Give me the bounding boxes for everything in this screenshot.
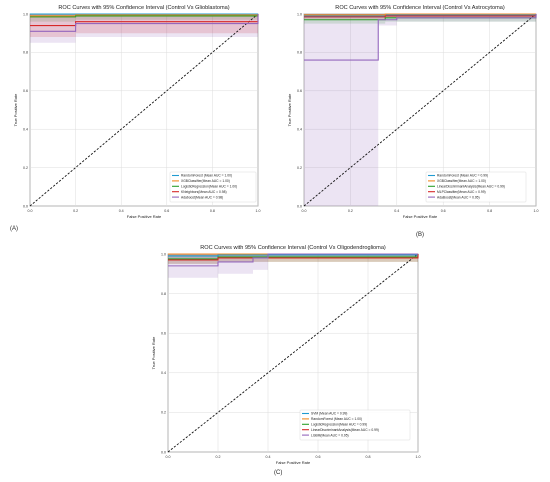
x-axis-label: False Positive Rate <box>276 460 311 465</box>
legend-label-series-2: LinearDiscriminantAnalysis(Mean AUC = 0.… <box>437 185 505 189</box>
roc-chart-oligodendroglioma: 0.0 0.2 0.4 0.6 0.8 1.0 0.0 0.2 0.4 0.6 0.8 1.0 ROC … <box>140 238 426 466</box>
roc-line-series-4 <box>30 14 259 32</box>
roc-line-series-4 <box>168 253 418 267</box>
y-tick-label: 0.2 <box>161 411 166 415</box>
y-axis-label: True Positive Rate <box>13 93 18 127</box>
chart-title: ROC Curves with 95% Confidence Interval … <box>58 5 229 11</box>
roc-chart-glioblastoma: 0.0 0.2 0.4 0.6 0.8 1.0 0.0 0.2 0.4 0.6 0.8 1.0 ROC … <box>4 0 266 226</box>
x-tick-label: 0.0 <box>302 209 307 213</box>
x-axis-label: False Positive Rate <box>127 214 162 219</box>
legend-label-series-2: LogisticRegression(Mean AUC = 1.00) <box>181 185 237 189</box>
legend-box <box>169 171 257 203</box>
y-tick-label: 1.0 <box>23 12 28 16</box>
ci-band-series-4 <box>168 254 418 278</box>
x-tick-label: 1.0 <box>256 209 261 213</box>
legend: RandomForest (Mean AUC = 1.00)XGBClassif… <box>169 171 257 203</box>
diagonal-reference-line <box>29 13 259 207</box>
x-tick-label: 0.4 <box>119 209 124 213</box>
x-tick-label: 0.8 <box>487 209 492 213</box>
legend-label-series-3: MLPClassifier(Mean AUC = 0.99) <box>437 190 486 194</box>
legend-label-series-2: LogisticRegression(Mean AUC = 0.99) <box>311 423 367 427</box>
roc-chart-astrocytoma: 0.0 0.2 0.4 0.6 0.8 1.0 0.0 0.2 0.4 0.6 0.8 1.0 ROC … <box>282 0 544 226</box>
legend-label-series-1: XGBClassifier(Mean AUC = 1.00) <box>181 179 230 183</box>
ci-band-series-3 <box>30 14 258 38</box>
roc-chart-oligodendroglioma-svg: 0.0 0.2 0.4 0.6 0.8 1.0 0.0 0.2 0.4 0.6 0.8 1.0 ROC … <box>151 245 421 465</box>
x-tick-label: 1.0 <box>416 455 421 459</box>
x-tick-label: 1.0 <box>534 209 539 213</box>
legend-label-series-4: LGBM(Mean AUC = 0.95) <box>311 433 349 437</box>
x-tick-label: 0.6 <box>441 209 446 213</box>
legend-label-series-4: Adaboost(Mean AUC = 0.98) <box>181 195 223 199</box>
y-tick-label: 0.6 <box>297 89 302 93</box>
x-tick-label: 0.6 <box>316 455 321 459</box>
legend: SVM (Mean AUC = 0.99)RandomForest (Mean … <box>299 409 411 441</box>
diagonal-reference-line <box>303 13 537 207</box>
y-tick-label: 0.4 <box>23 128 28 132</box>
y-tick-label: 0.4 <box>297 128 302 132</box>
x-tick-label: 0.6 <box>164 209 169 213</box>
y-tick-label: 0.8 <box>297 51 302 55</box>
y-tick-label: 0.0 <box>161 450 166 454</box>
roc-chart-glioblastoma-svg: 0.0 0.2 0.4 0.6 0.8 1.0 0.0 0.2 0.4 0.6 0.8 1.0 ROC … <box>13 5 261 219</box>
legend-box <box>299 409 411 441</box>
legend-label-series-0: RandomForest (Mean AUC = 1.00) <box>181 174 232 178</box>
roc-chart-astrocytoma-svg: 0.0 0.2 0.4 0.6 0.8 1.0 0.0 0.2 0.4 0.6 0.8 1.0 ROC … <box>287 5 539 219</box>
legend-label-series-4: AdaBoost(Mean AUC = 0.95) <box>437 195 480 199</box>
y-axis-label: True Positive Rate <box>287 93 292 127</box>
x-tick-label: 0.4 <box>394 209 399 213</box>
y-tick-label: 1.0 <box>297 12 302 16</box>
y-tick-label: 0.0 <box>297 204 302 208</box>
x-tick-label: 0.2 <box>216 455 221 459</box>
x-tick-label: 0.4 <box>266 455 271 459</box>
roc-line-series-3 <box>168 254 419 261</box>
x-tick-label: 0.0 <box>166 455 171 459</box>
y-axis-label: True Positive Rate <box>151 336 156 370</box>
y-tick-label: 0.2 <box>23 166 28 170</box>
legend-label-series-0: RandomForest (Mean AUC = 0.99) <box>437 174 488 178</box>
x-tick-label: 0.2 <box>73 209 78 213</box>
chart-title: ROC Curves with 95% Confidence Interval … <box>335 5 505 11</box>
x-tick-label: 0.8 <box>210 209 215 213</box>
legend: RandomForest (Mean AUC = 0.99)XGBClassif… <box>425 171 527 203</box>
grid-lines <box>303 13 537 207</box>
legend-box <box>425 171 527 203</box>
panel-label-b: (B) <box>416 232 424 238</box>
legend-label-series-1: RandomForest (Mean AUC = 1.00) <box>311 417 362 421</box>
panel-label-a: (A) <box>10 226 18 232</box>
y-tick-label: 0.2 <box>297 166 302 170</box>
legend-label-series-3: KNeighbors(Mean AUC = 0.98) <box>181 190 227 194</box>
x-tick-label: 0.2 <box>348 209 353 213</box>
grid-lines <box>29 13 259 207</box>
y-tick-label: 0.6 <box>23 89 28 93</box>
y-tick-label: 0.0 <box>23 204 28 208</box>
panel-label-c: (C) <box>274 470 283 476</box>
roc-line-series-1 <box>304 13 536 16</box>
ci-band-series-4 <box>304 14 536 206</box>
y-tick-label: 0.6 <box>161 332 166 336</box>
roc-line-series-4 <box>304 14 537 61</box>
legend-label-series-0: SVM (Mean AUC = 0.99) <box>311 412 347 416</box>
legend-label-series-3: LinearDiscriminantAnalysis(Mean AUC = 0.… <box>311 428 379 432</box>
x-tick-label: 0.8 <box>366 455 371 459</box>
y-tick-label: 1.0 <box>161 252 166 256</box>
chart-title: ROC Curves with 95% Confidence Interval … <box>200 245 386 251</box>
x-axis-label: False Positive Rate <box>403 214 438 219</box>
y-tick-label: 0.8 <box>161 292 166 296</box>
y-tick-label: 0.8 <box>23 51 28 55</box>
legend-label-series-1: XGBClassifier(Mean AUC = 1.00) <box>437 179 486 183</box>
y-tick-label: 0.4 <box>161 371 166 375</box>
x-tick-label: 0.0 <box>28 209 33 213</box>
